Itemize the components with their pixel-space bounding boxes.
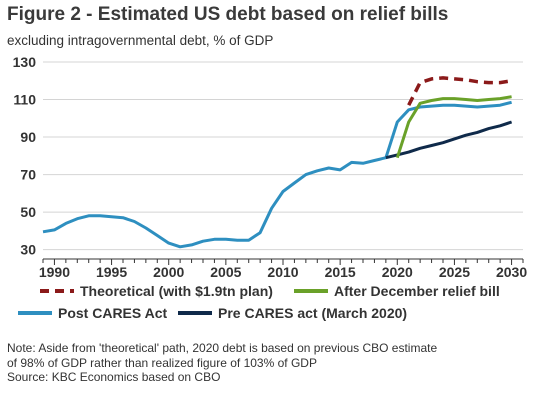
chart-subtitle: excluding intragovernmental debt, % of G…	[7, 33, 274, 48]
y-tick-label: 30	[20, 242, 36, 258]
x-tick-label: 2025	[439, 264, 470, 280]
series-line	[385, 120, 513, 160]
x-tick-label: 2030	[496, 264, 527, 280]
x-tick-label: 1990	[39, 264, 70, 280]
line-chart: 30 50 70 90 110 130 1990 1995 2000 2005 2010 2015 20…	[13, 54, 528, 321]
legend-label: Post CARES Act	[58, 305, 168, 321]
series-line	[407, 76, 512, 106]
series-line	[42, 100, 512, 249]
x-tick-label: 2000	[153, 264, 184, 280]
y-tick-label: 70	[20, 167, 36, 183]
source-line: Source: KBC Economics based on CBO	[7, 370, 221, 384]
x-tick-label: 2010	[267, 264, 298, 280]
y-tick-label: 130	[13, 54, 37, 70]
note-line: Note: Aside from 'theoretical' path, 202…	[7, 341, 438, 355]
x-tick-label: 2005	[210, 264, 241, 280]
legend-label: Theoretical (with $1.9tn plan)	[80, 283, 273, 299]
chart-title: Figure 2 - Estimated US debt based on re…	[7, 4, 449, 25]
y-tick-label: 90	[20, 129, 36, 145]
chart-notes: Note: Aside from 'theoretical' path, 202…	[7, 341, 437, 385]
y-tick-label: 50	[20, 204, 36, 220]
legend-label: After December relief bill	[334, 283, 500, 299]
note-line: of 98% of GDP rather than realized figur…	[7, 355, 317, 370]
series-line	[395, 95, 512, 159]
x-tick-label: 2015	[325, 264, 356, 280]
y-tick-label: 110	[13, 92, 36, 108]
x-tick-label: 2020	[382, 264, 413, 280]
legend-label: Pre CARES act (March 2020)	[218, 305, 407, 321]
x-tick-label: 1995	[96, 264, 127, 280]
